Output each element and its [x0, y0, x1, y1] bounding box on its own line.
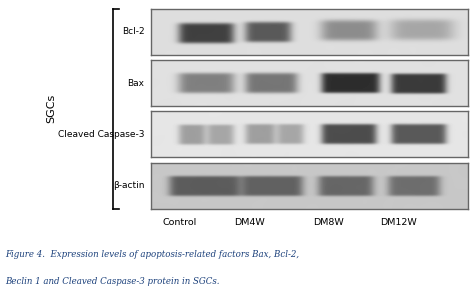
Text: Cleaved Caspase-3: Cleaved Caspase-3: [58, 130, 144, 139]
Text: SGCs: SGCs: [46, 94, 56, 123]
Text: DM8W: DM8W: [314, 218, 344, 226]
Text: Bax: Bax: [127, 79, 144, 88]
Text: DM4W: DM4W: [234, 218, 265, 226]
Text: Beclin 1 and Cleaved Caspase-3 protein in SGCs.: Beclin 1 and Cleaved Caspase-3 protein i…: [5, 277, 219, 286]
Text: DM12W: DM12W: [380, 218, 417, 226]
Text: β-actin: β-actin: [113, 181, 144, 190]
Text: Bcl-2: Bcl-2: [122, 27, 144, 36]
Text: Figure 4.  Expression levels of apoptosis-related factors Bax, Bcl-2,: Figure 4. Expression levels of apoptosis…: [5, 250, 299, 259]
Text: Control: Control: [163, 218, 197, 226]
